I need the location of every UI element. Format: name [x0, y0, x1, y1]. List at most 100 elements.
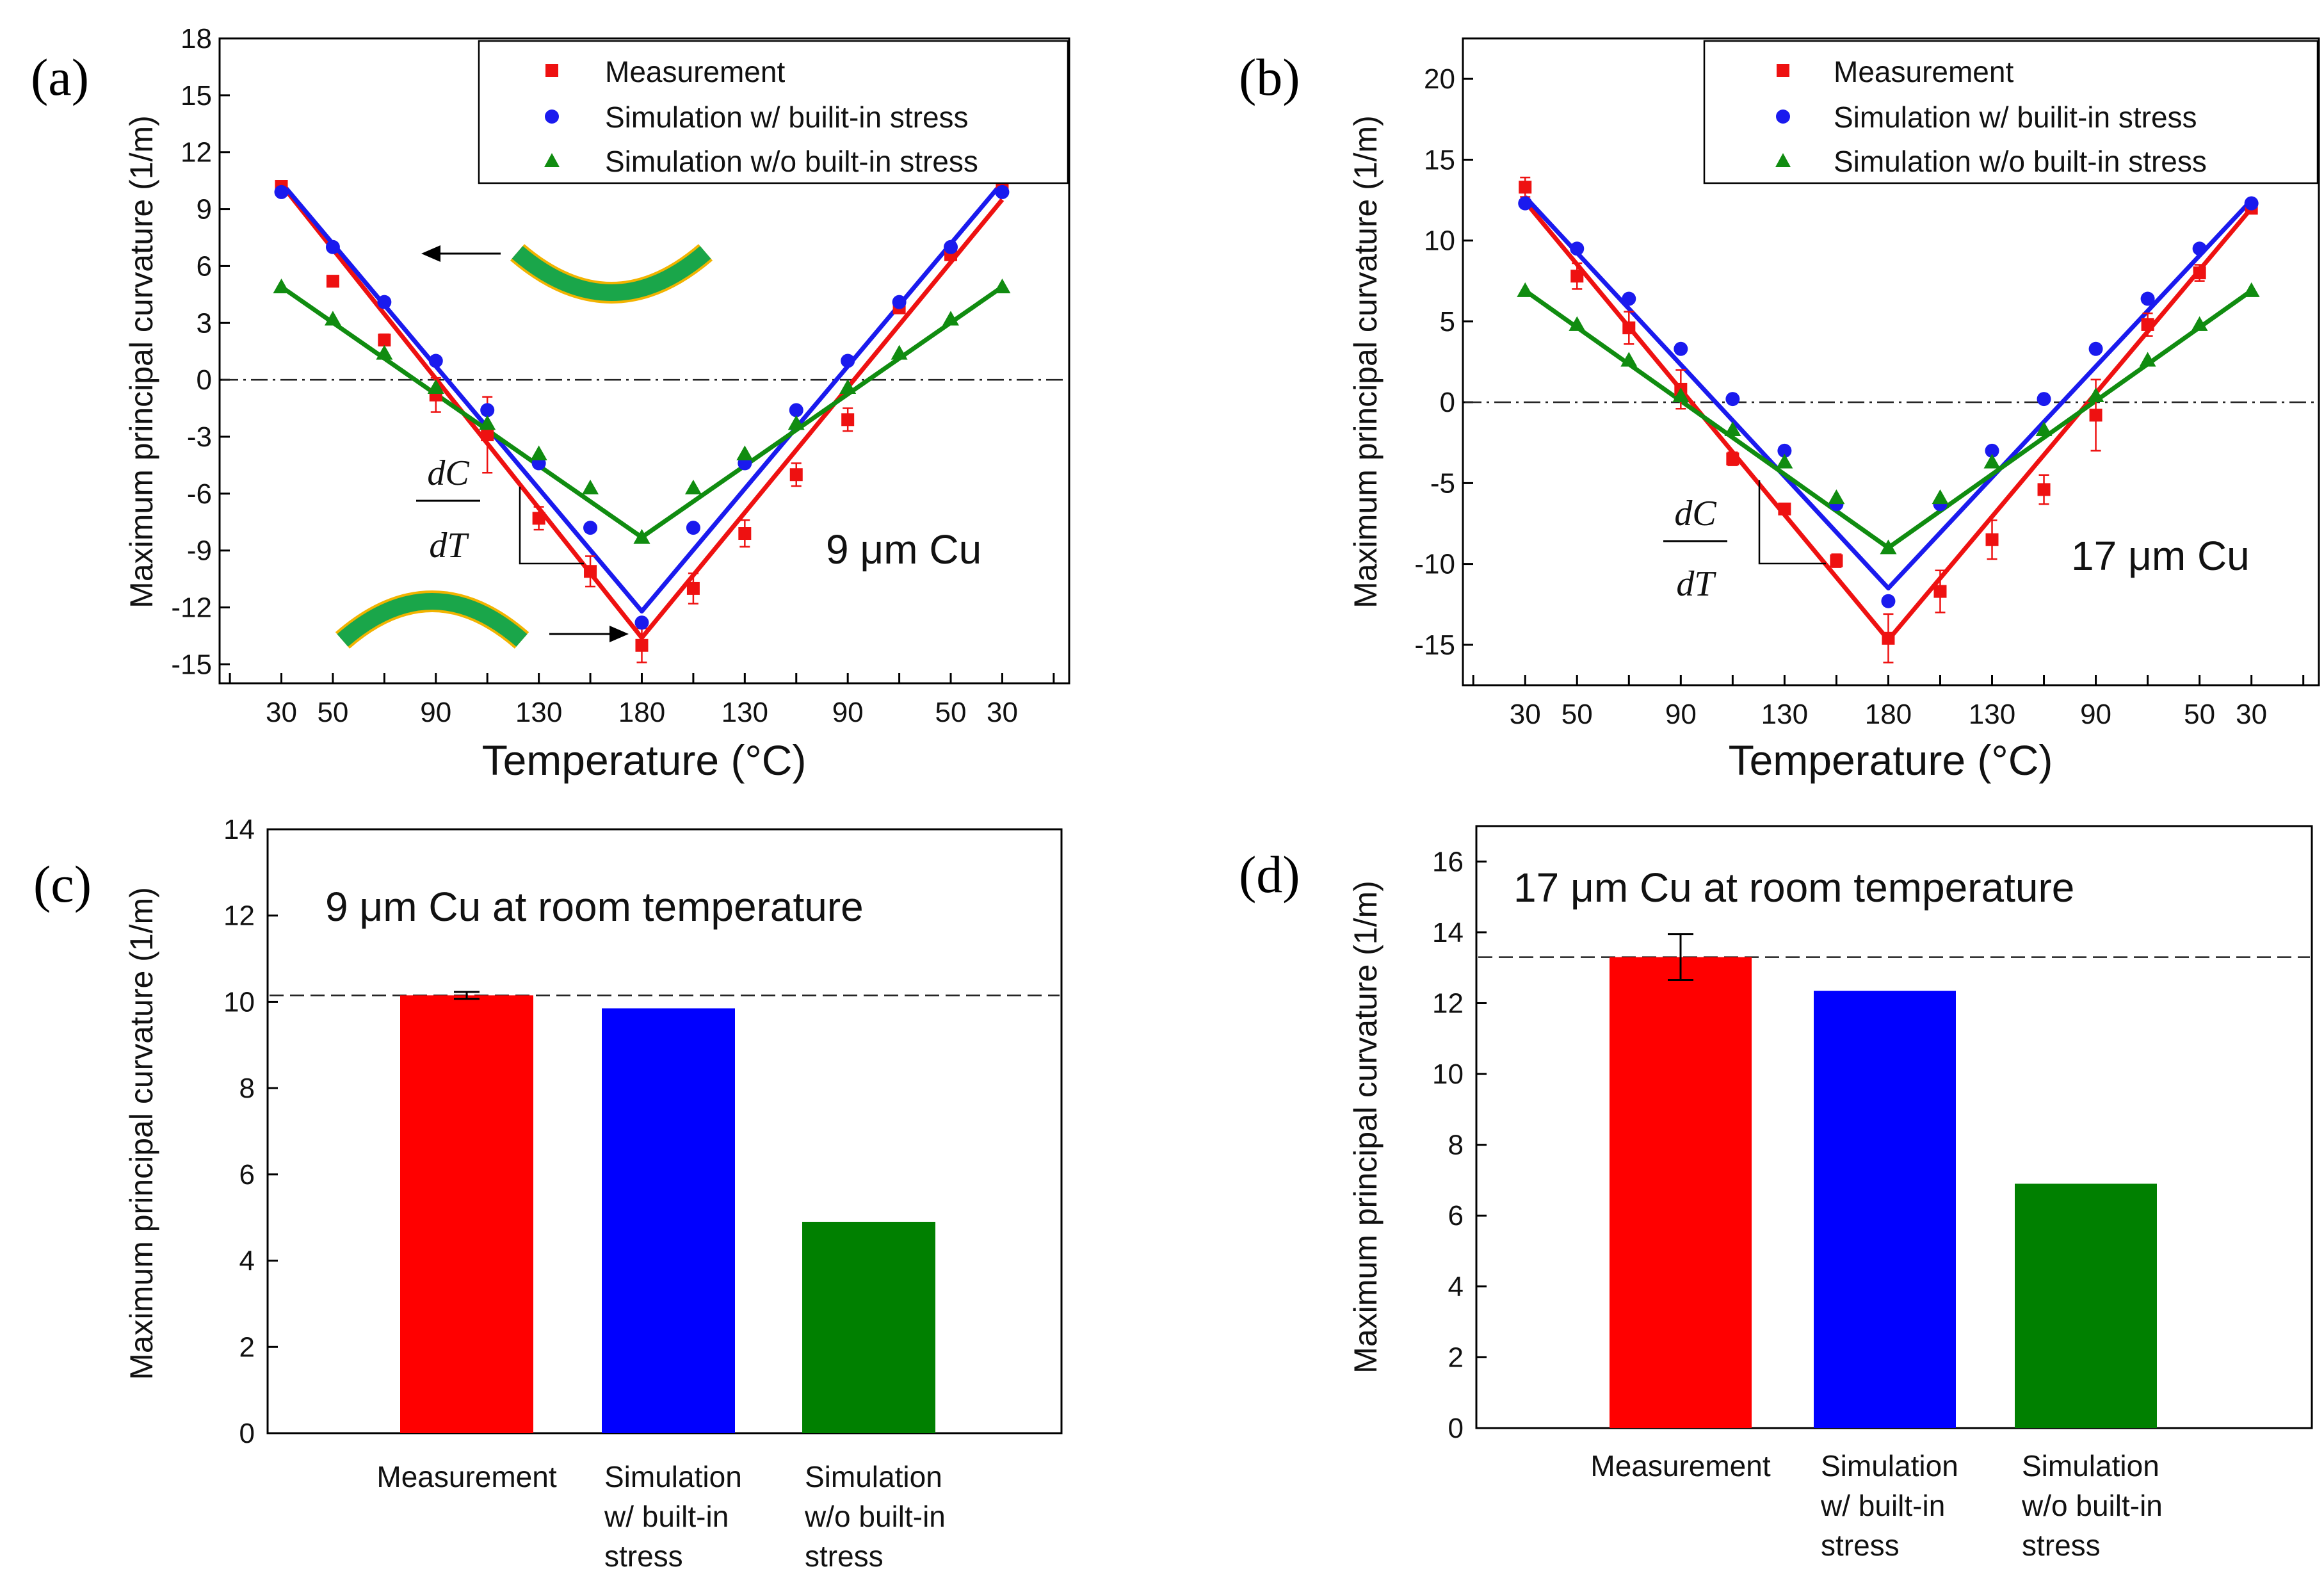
- panel-c-title: 9 μm Cu at room temperature: [325, 884, 864, 930]
- y-tick-label: 2: [1448, 1342, 1464, 1373]
- sim-with-stress-point: [480, 403, 495, 418]
- measurement-point: [1985, 533, 1999, 546]
- measurement-point: [326, 275, 339, 288]
- x-tick-label: 90: [1665, 699, 1697, 730]
- sim-without-stress-point: [1880, 539, 1897, 555]
- y-tick-label: 15: [181, 80, 212, 111]
- sim-without-stress-point: [1724, 421, 1741, 437]
- x-tick-label: 180: [618, 697, 665, 728]
- measurement-point: [1882, 631, 1895, 645]
- panel-b-legend: Measurement Simulation w/ builit-in stre…: [1703, 40, 2319, 184]
- y-tick-label: 10: [1432, 1059, 1464, 1090]
- legend-square-marker: [545, 64, 558, 77]
- y-tick-label: -9: [187, 535, 212, 567]
- y-tick-label: 15: [1424, 144, 1455, 175]
- measurement-point: [1622, 321, 1636, 334]
- sim-with-stress-point: [1777, 443, 1792, 458]
- measurement-point: [635, 638, 649, 652]
- sim-with-stress-point: [2192, 241, 2207, 256]
- legend-entry-sim-with-stress: Simulation w/ builit-in stress: [1834, 101, 2197, 134]
- y-tick-label: 14: [1432, 917, 1464, 948]
- bar-1: [1814, 991, 1956, 1428]
- y-tick-label: 0: [239, 1418, 255, 1449]
- fit-line-circle: [1523, 195, 2254, 590]
- bar-2: [2015, 1183, 2157, 1428]
- sim-with-stress-point: [1622, 291, 1636, 306]
- x-tick-label: 130: [515, 697, 562, 728]
- y-tick-label: -10: [1414, 549, 1455, 580]
- slope-numerator: dC: [1674, 494, 1716, 533]
- y-tick-label: 0: [197, 364, 212, 396]
- arrow-right-head-icon: [609, 626, 629, 642]
- y-tick-label: 16: [1432, 846, 1464, 877]
- bar-2: [802, 1221, 935, 1433]
- sim-with-stress-point: [634, 615, 649, 630]
- panel-d-label: (d): [1239, 845, 1300, 904]
- sim-without-stress-point: [1620, 352, 1638, 367]
- panel-c-label: (c): [33, 855, 92, 913]
- panel-c-y-axis-label: Maximum principal curvature (1/m): [124, 887, 159, 1380]
- sim-with-stress-point: [789, 403, 803, 418]
- sim-without-stress-point: [582, 479, 599, 494]
- y-tick-label: -15: [1414, 629, 1455, 661]
- x-tick-label: 30: [987, 697, 1018, 728]
- y-tick-label: 9: [197, 194, 212, 225]
- y-tick-label: 10: [1424, 225, 1455, 257]
- y-tick-label: 6: [197, 250, 212, 282]
- sim-with-stress-point: [686, 521, 700, 535]
- category-label: w/o built-in: [2021, 1489, 2163, 1522]
- x-tick-label: 30: [266, 697, 297, 728]
- sim-without-stress-point: [2087, 387, 2104, 403]
- legend-entry-sim-with-stress: Simulation w/ builit-in stress: [605, 101, 969, 134]
- sim-without-stress-point: [684, 479, 702, 494]
- category-label: Measurement: [1590, 1449, 1770, 1482]
- measurement-point: [1830, 554, 1843, 567]
- bar-0: [400, 995, 533, 1433]
- x-tick-label: 90: [2080, 699, 2111, 730]
- y-tick-label: 0: [1440, 387, 1455, 418]
- y-tick-label: 18: [181, 23, 212, 54]
- panel-d: (d) 0 2 4 6 8 10 12 14 16 17 μm Cu at room tempe…: [1239, 825, 2313, 1562]
- panel-b: (b) -15 -10 -5 0 5 10 15 20 30 50 90 130 180 130 90 50…: [1239, 37, 2320, 784]
- sim-with-stress-point: [2037, 392, 2051, 407]
- legend-triangle-marker: [544, 153, 560, 167]
- legend-entry-sim-without-stress: Simulation w/o built-in stress: [1834, 145, 2207, 178]
- x-tick-label: 90: [420, 697, 451, 728]
- sim-with-stress-point: [841, 353, 855, 368]
- y-tick-label: 14: [223, 814, 255, 845]
- sim-with-stress-point: [1725, 392, 1740, 407]
- sim-with-stress-point: [892, 295, 907, 309]
- sim-without-stress-point: [273, 278, 290, 293]
- sim-without-stress-point: [1672, 387, 1690, 403]
- sim-with-stress-point: [428, 353, 443, 368]
- y-tick-label: 12: [181, 137, 212, 168]
- slope-numerator: dC: [427, 453, 469, 493]
- sim-without-stress-point: [2191, 316, 2208, 331]
- legend-entry-measurement: Measurement: [1834, 55, 2013, 88]
- sim-without-stress-point: [633, 528, 650, 544]
- y-tick-label: 20: [1424, 63, 1455, 95]
- category-label: stress: [604, 1539, 683, 1573]
- panel-a-y-axis-label: Maximum principal curvature (1/m): [124, 115, 159, 608]
- x-tick-label: 50: [935, 697, 967, 728]
- slope-denominator: dT: [429, 526, 469, 565]
- measurement-point: [2037, 483, 2051, 496]
- category-label: stress: [805, 1539, 884, 1573]
- measurement-point: [841, 413, 855, 426]
- panel-a-annotation: 9 μm Cu: [826, 526, 981, 573]
- panel-a: (a) -15 -12 -9 -6 -3 0 3 6 9 12 15 18 30 50 90 130 180 1…: [31, 23, 1070, 784]
- legend-square-marker: [1777, 64, 1789, 77]
- measurement-point: [481, 428, 494, 442]
- y-tick-label: -3: [187, 421, 212, 453]
- legend-circle-marker: [1776, 110, 1790, 124]
- panel-a-label: (a): [31, 48, 89, 106]
- panel-b-plot-frame: [1462, 37, 2320, 686]
- panel-d-title: 17 μm Cu at room temperature: [1513, 865, 2074, 911]
- sim-without-stress-point: [324, 311, 341, 326]
- sim-without-stress-point: [427, 378, 444, 394]
- legend-box: [478, 40, 1069, 184]
- y-tick-label: 4: [1448, 1271, 1464, 1303]
- category-label: w/ built-in: [1820, 1489, 1945, 1522]
- y-tick-label: 3: [197, 307, 212, 339]
